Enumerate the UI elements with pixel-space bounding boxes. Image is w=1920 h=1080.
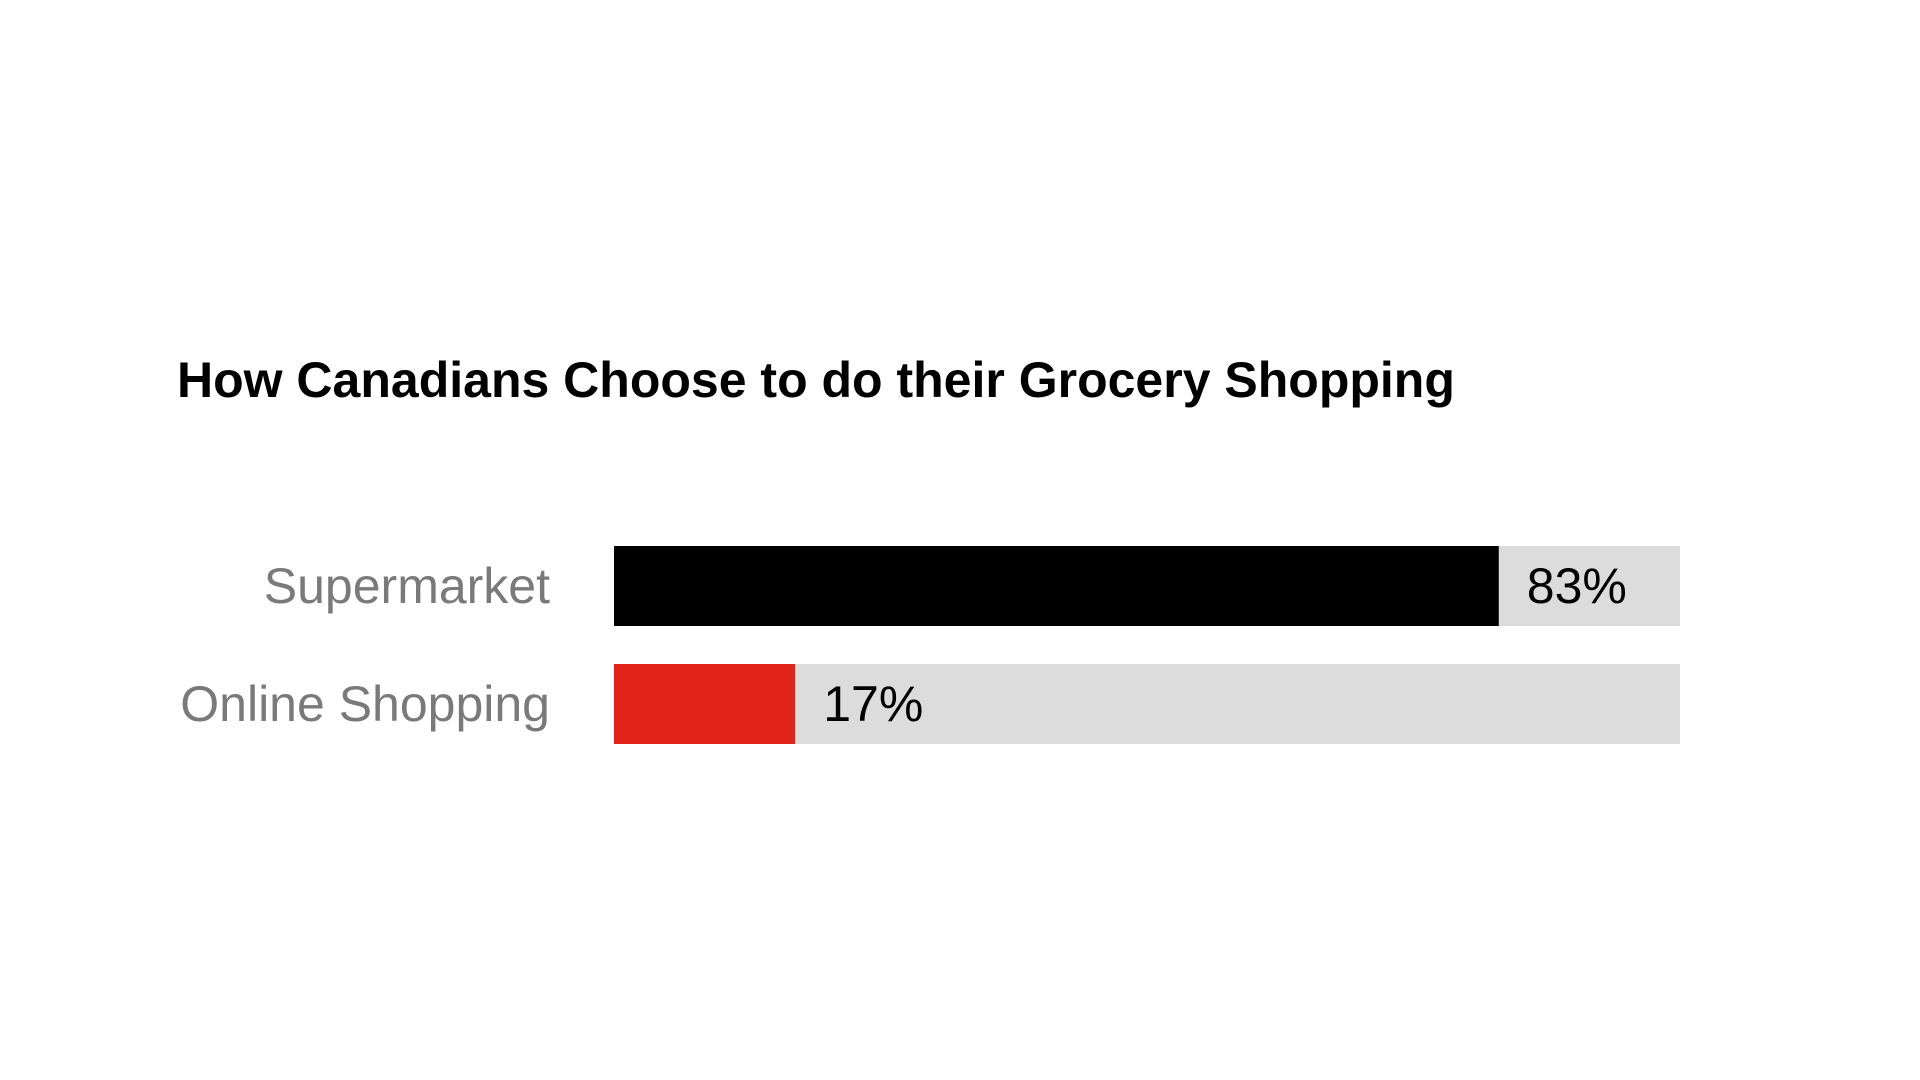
value-label-online-shopping: 17% [823, 676, 923, 732]
value-label-supermarket: 83% [1527, 558, 1627, 614]
bar-online-shopping [614, 664, 796, 744]
category-label-online-shopping: Online Shopping [180, 676, 550, 732]
chart-title: How Canadians Choose to do their Grocery… [177, 352, 1455, 408]
category-label-supermarket: Supermarket [264, 558, 550, 614]
bar-supermarket [614, 546, 1499, 626]
